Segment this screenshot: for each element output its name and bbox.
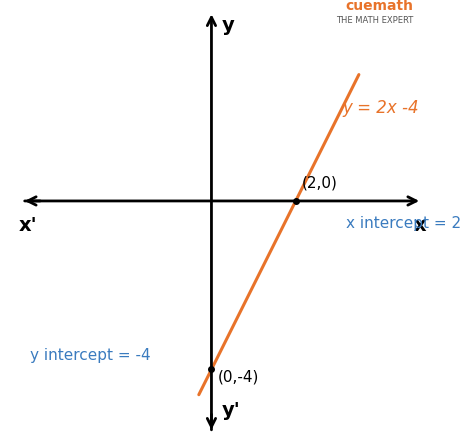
Text: x intercept = 2: x intercept = 2 xyxy=(346,216,461,231)
Text: THE MATH EXPERT: THE MATH EXPERT xyxy=(337,16,414,25)
Text: x': x' xyxy=(19,216,37,235)
Text: (2,0): (2,0) xyxy=(302,175,338,191)
Text: y': y' xyxy=(222,401,241,420)
Text: cuemath: cuemath xyxy=(346,0,414,13)
Text: y = 2x -4: y = 2x -4 xyxy=(342,99,419,117)
Text: x: x xyxy=(414,216,426,235)
Text: (0,-4): (0,-4) xyxy=(218,369,259,385)
Text: y intercept = -4: y intercept = -4 xyxy=(30,349,151,363)
Text: y: y xyxy=(222,16,235,35)
